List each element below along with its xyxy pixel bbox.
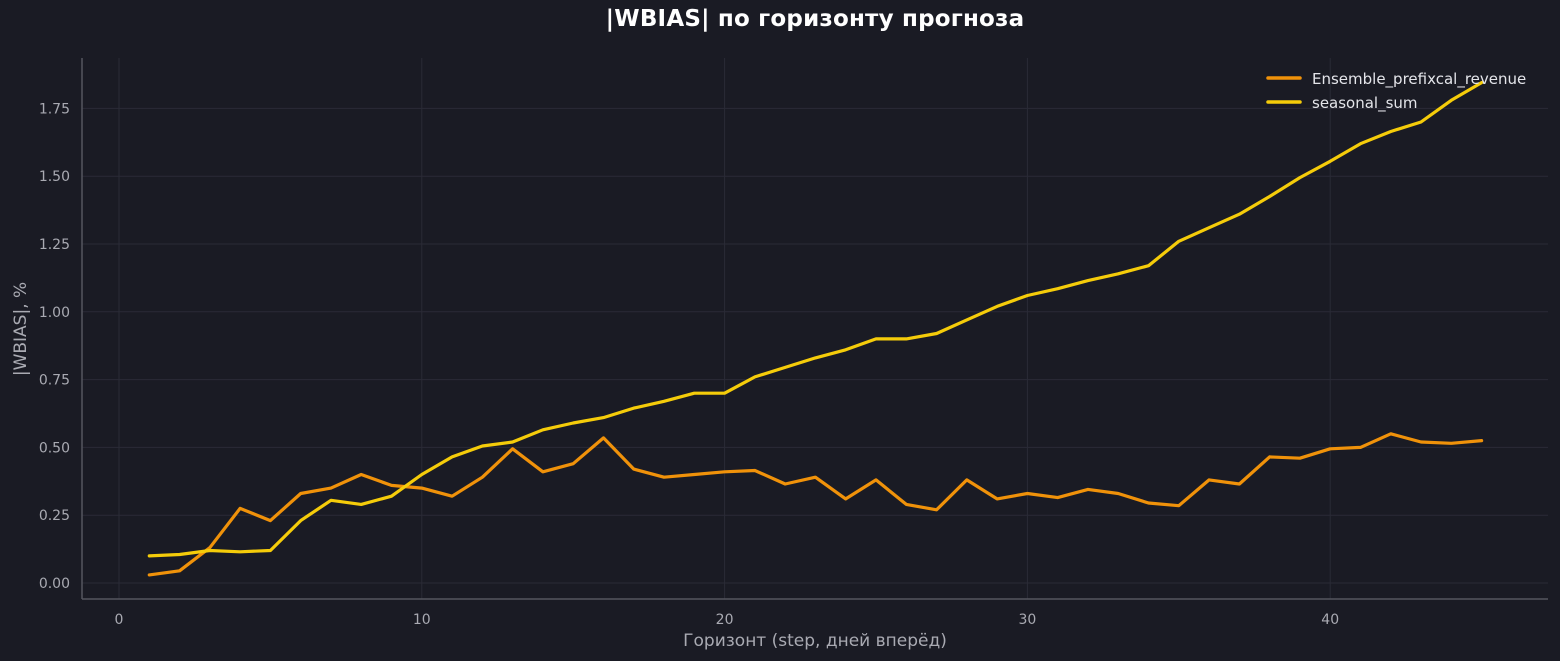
series-line-seasonal bbox=[147, 80, 1484, 558]
series-line-ensemble bbox=[147, 432, 1484, 577]
x-tick-label: 10 bbox=[413, 612, 431, 628]
y-tick-label: 1.50 bbox=[39, 169, 70, 185]
y-tick-label: 0.75 bbox=[39, 373, 70, 389]
y-axis-ticks: 0.00 0.25 0.50 0.75 1.00 1.25 1.50 1.75 bbox=[39, 101, 70, 592]
axes bbox=[81, 58, 1548, 600]
y-axis-label: |WBIAS|, % bbox=[11, 282, 31, 376]
x-tick-label: 0 bbox=[115, 612, 124, 628]
x-axis-ticks: 0 10 20 30 40 bbox=[115, 612, 1340, 628]
y-tick-label: 1.25 bbox=[39, 237, 70, 253]
legend-label-seasonal: seasonal_sum bbox=[1312, 94, 1418, 113]
x-tick-label: 20 bbox=[716, 612, 734, 628]
chart-title: |WBIAS| по горизонту прогноза bbox=[605, 6, 1025, 32]
x-tick-label: 30 bbox=[1018, 612, 1036, 628]
y-tick-label: 0.25 bbox=[39, 508, 70, 524]
y-tick-label: 1.00 bbox=[39, 305, 70, 321]
y-tick-label: 0.00 bbox=[39, 576, 70, 592]
y-tick-label: 1.75 bbox=[39, 101, 70, 117]
x-tick-label: 40 bbox=[1321, 612, 1339, 628]
data-series bbox=[147, 80, 1484, 577]
x-axis-label: Горизонт (step, дней вперёд) bbox=[683, 631, 947, 651]
y-tick-label: 0.50 bbox=[39, 440, 70, 456]
legend: Ensemble_prefixcal_revenue seasonal_sum bbox=[1266, 70, 1526, 113]
grid-lines bbox=[82, 58, 1548, 599]
legend-label-ensemble: Ensemble_prefixcal_revenue bbox=[1312, 70, 1526, 89]
